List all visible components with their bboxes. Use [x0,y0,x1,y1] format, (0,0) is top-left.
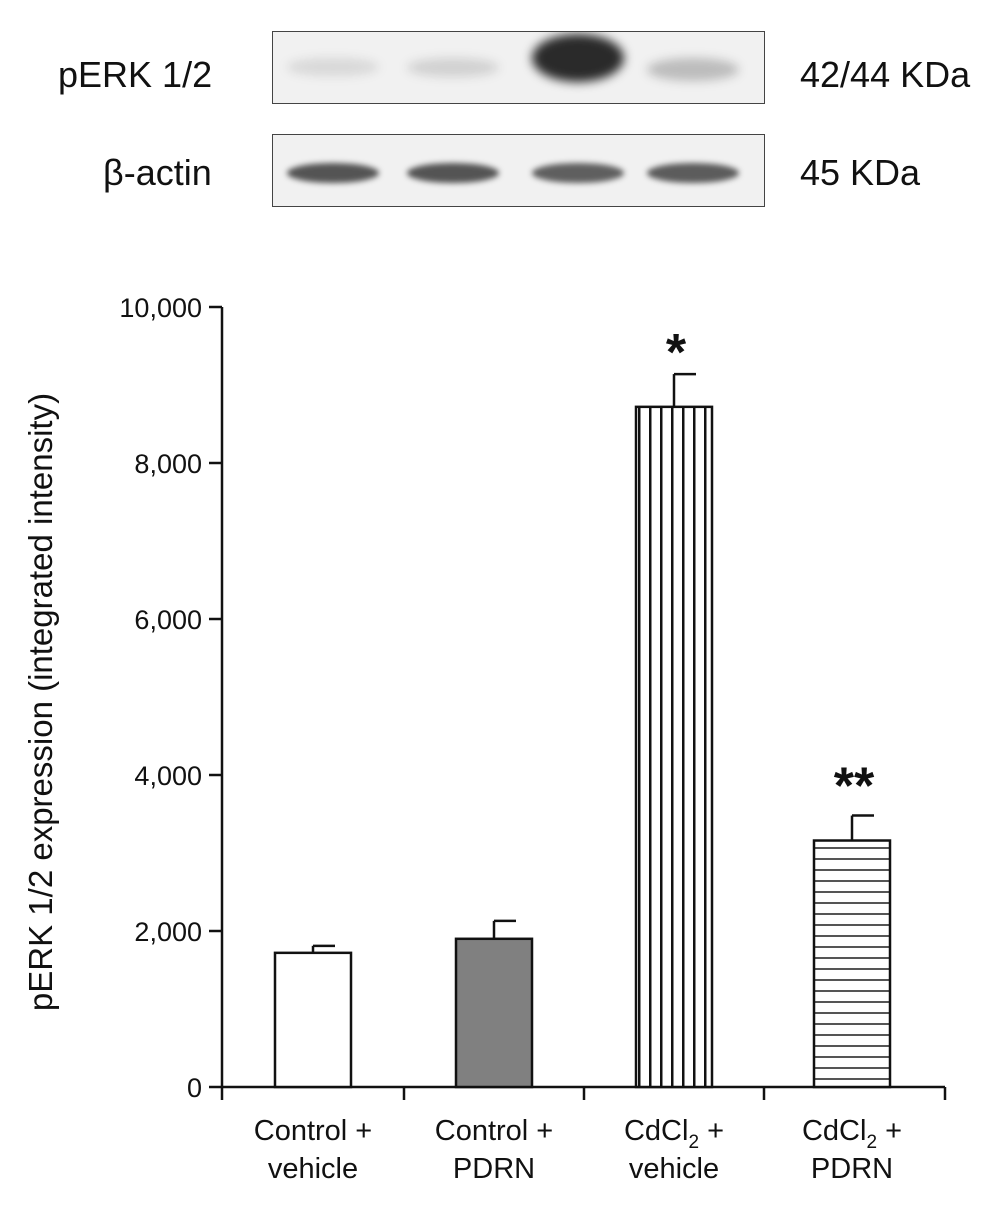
category-label: CdCl2 + [802,1115,902,1153]
bar [454,937,534,1089]
blot-row-label-perk: pERK 1/2 [58,54,213,95]
y-tick-label: 0 [187,1073,202,1103]
blot-band-perk-lane-3 [532,34,624,83]
category-label-line2: vehicle [268,1153,358,1185]
significance-marker: * [666,324,687,382]
blot-strip-actin [272,134,765,207]
blot-band-perk-lane-1 [287,58,379,77]
blot-band-actin-lane-2 [407,163,499,183]
category-label: Control + [435,1115,553,1147]
y-tick-label: 2,000 [134,917,202,947]
blot-strip-perk [272,31,765,104]
bar [812,839,892,1089]
bar [273,951,353,1089]
category-label: Control + [254,1115,372,1147]
blot-size-label-perk: 42/44 KDa [800,54,971,95]
category-label-line2: PDRN [811,1153,893,1185]
bar [634,405,714,1089]
blot-band-actin-lane-3 [532,163,624,183]
blot-band-actin-lane-1 [287,163,379,183]
category-label-line2: PDRN [453,1153,535,1185]
y-axis-label: pERK 1/2 expression (integrated intensit… [22,393,59,1011]
y-tick-label: 6,000 [134,605,202,635]
chart-bars [273,372,892,1089]
blot-size-label-actin: 45 KDa [800,152,921,193]
blot-band-perk-lane-2 [407,58,499,78]
category-label-line2: vehicle [629,1153,719,1185]
significance-marker: ** [834,758,875,816]
category-label: CdCl2 + [624,1115,724,1153]
blot-band-actin-lane-4 [647,163,739,183]
y-tick-label: 10,000 [119,293,202,323]
chart-labels: 0 2,000 4,000 6,000 8,000 10,000 pERK 1/2 expr… [22,293,902,1185]
y-tick-label: 4,000 [134,761,202,791]
blot-row-label-actin: β-actin [103,152,212,193]
y-tick-label: 8,000 [134,449,202,479]
blot-band-perk-lane-4 [647,58,739,81]
